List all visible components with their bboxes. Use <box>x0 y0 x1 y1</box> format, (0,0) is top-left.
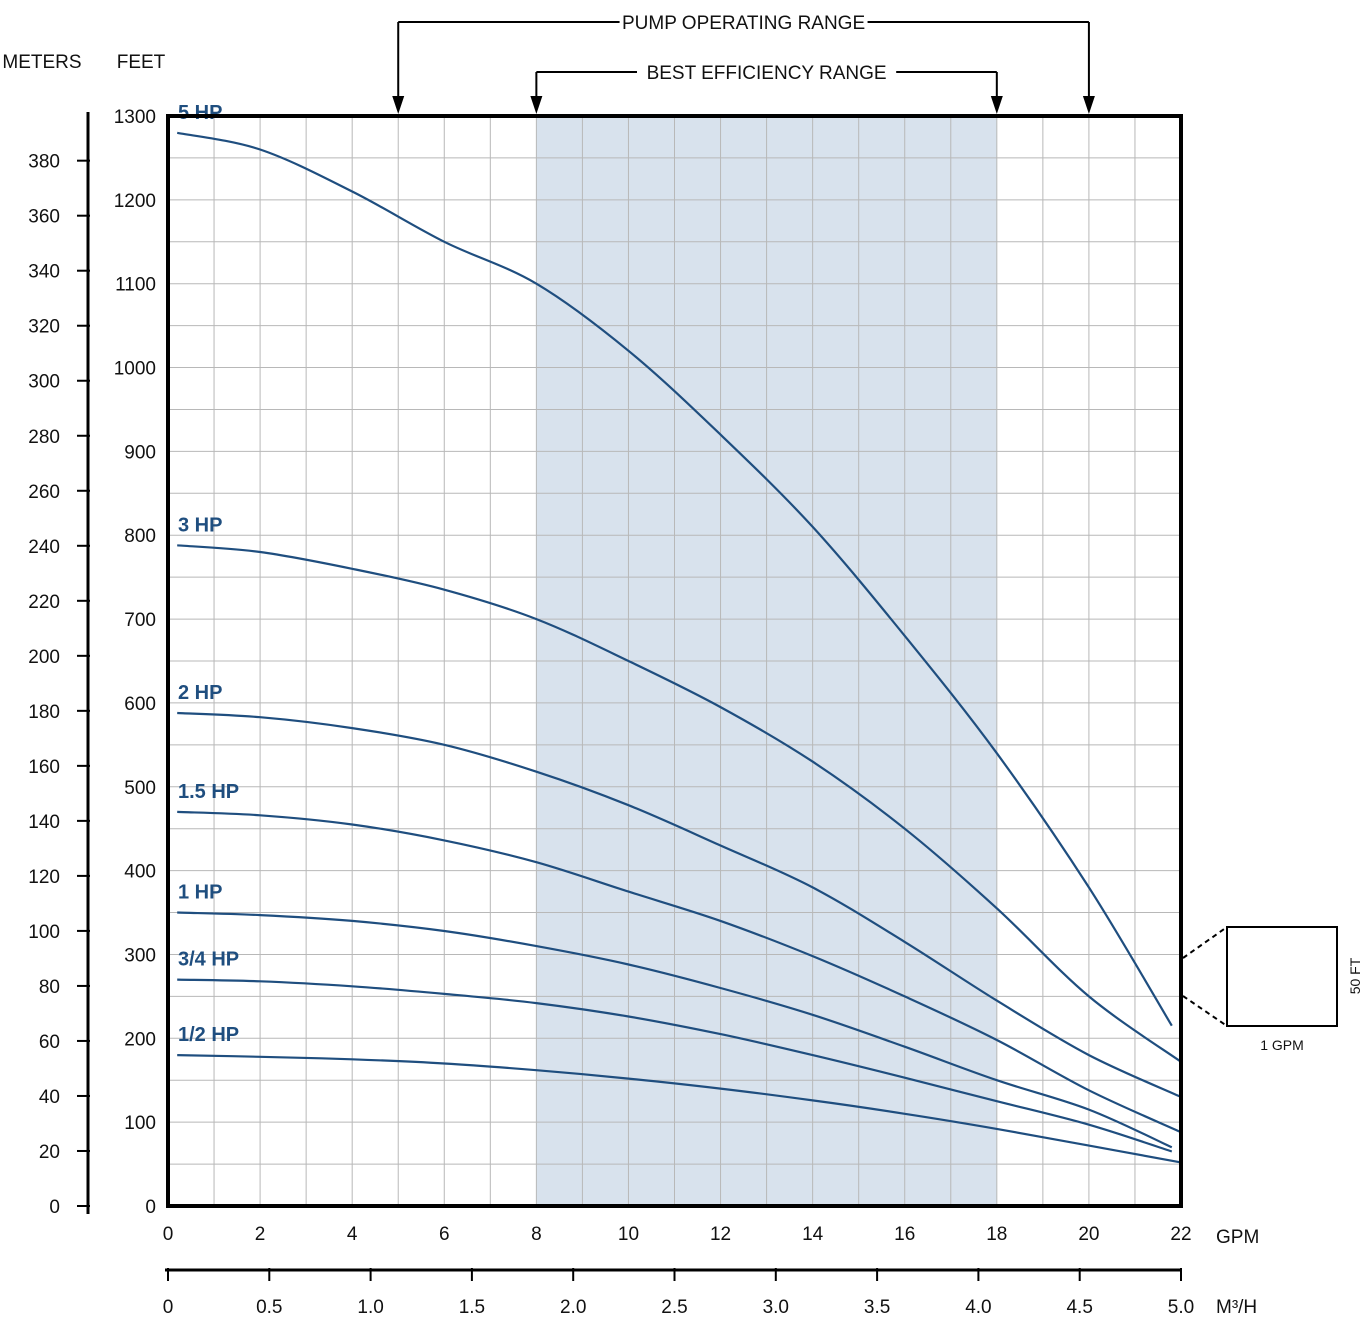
x2-tick-label: 1.5 <box>459 1297 485 1318</box>
x2-tick-label: 3.0 <box>763 1297 789 1318</box>
y2-tick-label: 80 <box>39 977 60 998</box>
series-label: 3/4 HP <box>178 949 239 971</box>
curve-1-5-hp <box>177 810 1182 1134</box>
y-unit-label: FEET <box>117 52 166 73</box>
series-label: 2 HP <box>178 682 222 704</box>
y2-tick-label: 380 <box>28 152 60 173</box>
series-label: 5 HP <box>178 102 222 124</box>
curve-3-hp <box>177 544 1182 1063</box>
x-tick-label: 4 <box>347 1224 358 1245</box>
y-tick-label: 300 <box>124 945 156 966</box>
range-arrow-head <box>1082 96 1095 114</box>
x-tick-label: 14 <box>802 1224 824 1245</box>
curve-2-hp <box>177 711 1182 1099</box>
range-label: PUMP OPERATING RANGE <box>622 13 865 34</box>
x2-tick-label: 1.0 <box>357 1297 383 1318</box>
scale-height-label: 50 FT <box>1347 957 1363 994</box>
range-arrow-head <box>530 96 543 114</box>
scale-width-label: 1 GPM <box>1260 1037 1304 1053</box>
y-tick-label: 1000 <box>114 359 156 380</box>
y2-tick-label: 260 <box>28 482 60 503</box>
x2-tick-label: 2.5 <box>661 1297 687 1318</box>
y2-tick-label: 40 <box>39 1087 60 1108</box>
x-tick-label: 18 <box>986 1224 1007 1245</box>
x2-axis: 0 0.5 1.0 1.5 2.0 2.5 3.0 3.5 4.0 4.5 5.0 <box>163 1268 1194 1318</box>
x2-tick-label: 4.0 <box>965 1297 991 1318</box>
y-tick-label: 700 <box>124 610 156 631</box>
series-labels: 5 HP 3 HP 2 HP 1.5 HP 1 HP 3/4 HP 1/2 HP <box>178 102 239 1046</box>
range-annotations: PUMP OPERATING RANGE BEST EFFICIENCY RANG… <box>392 13 1095 114</box>
y-tick-label: 900 <box>124 442 156 463</box>
y2-tick-label: 320 <box>28 317 60 338</box>
y2-tick-label: 180 <box>28 702 60 723</box>
x-tick-label: 2 <box>255 1224 266 1245</box>
y2-tick-label: 220 <box>28 592 60 613</box>
y-tick-label: 600 <box>124 694 156 715</box>
y2-tick-label: 340 <box>28 262 60 283</box>
y2-tick-label: 160 <box>28 757 60 778</box>
curve-5-hp <box>176 131 1173 1027</box>
y-tick-label: 200 <box>124 1029 156 1050</box>
y-tick-label: 1100 <box>115 275 156 296</box>
y2-tick-label: 140 <box>28 812 60 833</box>
y2-tick-label: 240 <box>28 537 60 558</box>
x2-tick-label: 0.5 <box>256 1297 282 1318</box>
x2-tick-label: 3.5 <box>864 1297 890 1318</box>
y-tick-label: 800 <box>124 526 156 547</box>
y2-tick-label: 200 <box>28 647 60 668</box>
x-tick-label: 12 <box>710 1224 731 1245</box>
head-curves <box>176 131 1182 1164</box>
y-tick-label: 1300 <box>114 107 156 128</box>
x-tick-label: 20 <box>1078 1224 1099 1245</box>
plot-frame <box>166 114 1183 1208</box>
x-unit-label: GPM <box>1216 1227 1259 1248</box>
x2-tick-label: 0 <box>163 1297 174 1318</box>
y-tick-label: 1200 <box>114 191 156 212</box>
y2-tick-label: 100 <box>28 922 60 943</box>
y2-tick-label: 0 <box>49 1197 60 1218</box>
y2-tick-label: 20 <box>39 1142 60 1163</box>
curve-1-hp <box>177 911 1173 1149</box>
range-arrow-head <box>392 96 405 114</box>
x-axis: 0 2 4 6 8 10 12 14 16 18 20 22 <box>163 1224 1192 1245</box>
y2-unit-label: METERS <box>2 52 81 73</box>
x2-tick-label: 2.0 <box>560 1297 586 1318</box>
series-label: 1 HP <box>178 882 222 904</box>
series-label: 1/2 HP <box>178 1024 239 1046</box>
scale-box: 1 GPM 50 FT <box>1182 926 1363 1053</box>
series-label: 1.5 HP <box>178 781 239 803</box>
y-axis: 0 100 200 300 400 500 600 700 800 900 1000 1100 1200… <box>114 107 156 1218</box>
range-label: BEST EFFICIENCY RANGE <box>647 63 887 84</box>
x2-tick-label: 5.0 <box>1168 1297 1194 1318</box>
x-tick-label: 10 <box>618 1224 639 1245</box>
y2-tick-label: 60 <box>39 1032 60 1053</box>
y-tick-label: 0 <box>145 1197 156 1218</box>
curve-1-2-hp <box>177 1054 1182 1164</box>
y2-tick-label: 300 <box>28 372 60 393</box>
x-tick-label: 0 <box>163 1224 174 1245</box>
y2-axis: 0 20 40 60 80 100 120 140 160 180 200 220 240 260 280 3… <box>28 152 90 1218</box>
y-tick-label: 500 <box>124 778 156 799</box>
x-tick-label: 16 <box>894 1224 915 1245</box>
x-tick-label: 6 <box>439 1224 450 1245</box>
y-tick-label: 100 <box>124 1113 156 1134</box>
x-tick-label: 22 <box>1170 1224 1191 1245</box>
x-tick-label: 8 <box>531 1224 542 1245</box>
curve-3-4-hp <box>177 978 1173 1153</box>
scale-square <box>1226 926 1338 1027</box>
range-arrow-head <box>990 96 1003 114</box>
y2-tick-label: 120 <box>28 867 60 888</box>
grid-minor <box>168 116 1181 1206</box>
y2-tick-label: 280 <box>28 427 60 448</box>
x2-unit-label: M³/H <box>1216 1297 1257 1318</box>
y-tick-label: 400 <box>124 862 156 883</box>
series-label: 3 HP <box>178 514 222 536</box>
y2-tick-label: 360 <box>28 207 60 228</box>
x2-tick-label: 4.5 <box>1066 1297 1092 1318</box>
